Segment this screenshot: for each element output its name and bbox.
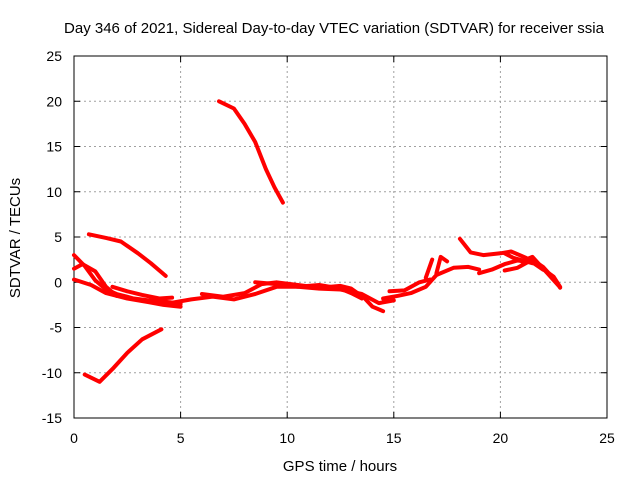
grid [74, 56, 607, 418]
series-arc-lower-left [82, 327, 164, 384]
series-group [72, 99, 563, 384]
x-axis-label: GPS time / hours [283, 458, 397, 475]
x-tick-label: 20 [493, 430, 509, 446]
series-arc-mid-c [253, 280, 364, 301]
y-axis-label: SDTVAR / TECUs [7, 178, 24, 298]
chart-title: Day 346 of 2021, Sidereal Day-to-day VTE… [64, 20, 605, 37]
x-tick-label: 5 [177, 430, 185, 446]
series-arc-right-d [434, 254, 450, 276]
series-arc-upper-left [86, 232, 168, 278]
y-tick-label: 10 [46, 184, 62, 200]
y-tick-label: 0 [54, 274, 62, 290]
series-arc-high [217, 99, 285, 205]
x-tick-label: 0 [70, 430, 78, 446]
y-tick-label: -5 [50, 320, 63, 336]
series-arc-left-c [72, 277, 183, 309]
series-arc-steep-b [72, 262, 119, 298]
y-tick-label: 20 [46, 93, 62, 109]
y-tick-label: -15 [42, 410, 62, 426]
x-tick-label: 15 [386, 430, 402, 446]
x-tick-label: 25 [599, 430, 615, 446]
series-arc-right-h [519, 254, 560, 287]
y-tick-label: 15 [46, 139, 62, 155]
series-arc-right-i [502, 251, 535, 266]
x-tick-label: 10 [279, 430, 295, 446]
y-tick-label: 25 [46, 48, 62, 64]
series-arc-right-b [387, 277, 432, 294]
y-tick-label: 5 [54, 229, 62, 245]
series-arc-right-c [423, 257, 435, 280]
axis-ticks: 0 5 10 15 20 25 -15 -10 -5 0 5 10 15 20 25 [42, 48, 615, 446]
series-arc-left-d [110, 284, 175, 301]
y-tick-label: -10 [42, 365, 62, 381]
